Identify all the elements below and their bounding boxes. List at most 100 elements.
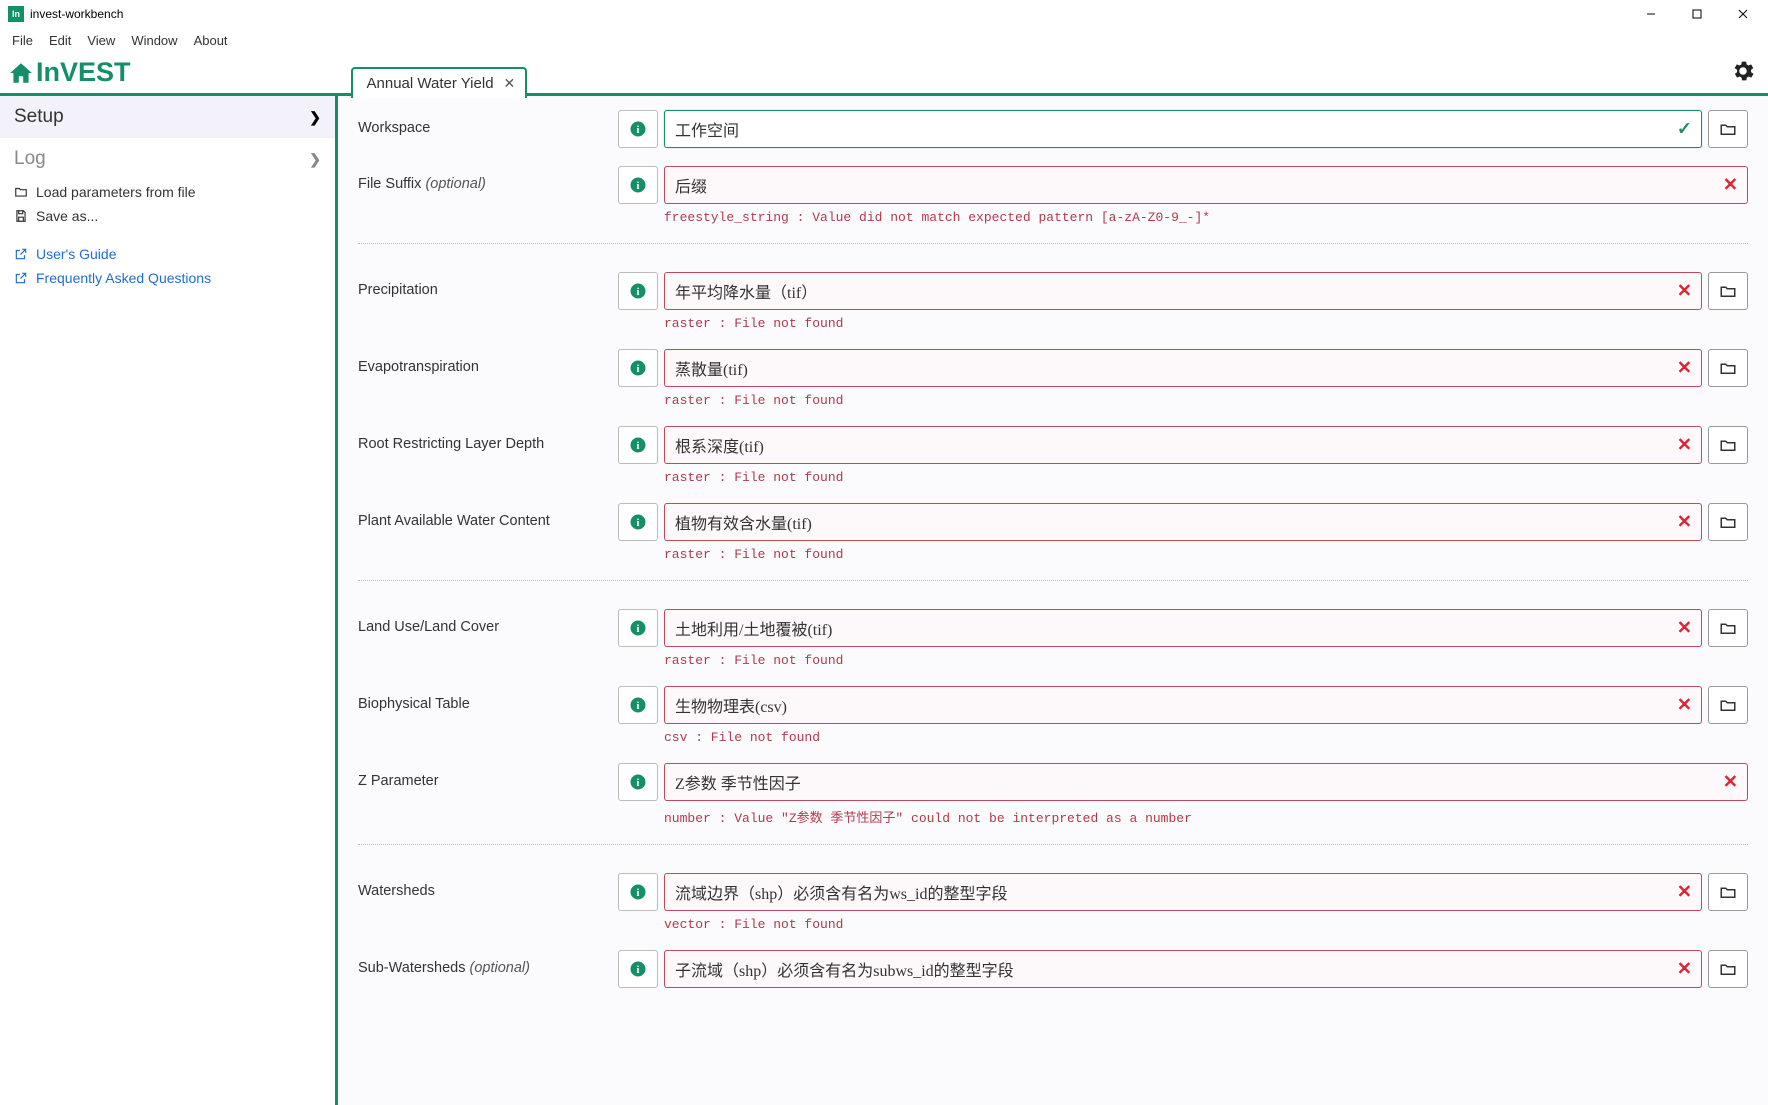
sidebar: Setup ❯ Log ❯ Load parameters from file S… xyxy=(0,96,338,1105)
gear-icon xyxy=(1730,58,1756,84)
sidebar-section-label: Setup xyxy=(14,106,64,128)
info-button[interactable]: i xyxy=(618,503,658,541)
tab-close-icon[interactable]: ✕ xyxy=(504,75,516,92)
info-button[interactable]: i xyxy=(618,272,658,310)
close-button[interactable] xyxy=(1720,0,1766,28)
form-row: Sub-Watersheds (optional)i✕ xyxy=(358,936,1748,992)
sidebar-section-log[interactable]: Log ❯ xyxy=(0,138,335,180)
menubar: FileEditViewWindowAbout xyxy=(0,28,1768,52)
settings-button[interactable] xyxy=(1730,58,1756,87)
sidebar-link-label: Load parameters from file xyxy=(36,184,196,200)
menu-about[interactable]: About xyxy=(186,31,236,50)
text-input[interactable] xyxy=(664,873,1702,911)
field-label: Land Use/Land Cover xyxy=(358,609,618,635)
tab-label: Annual Water Yield xyxy=(367,75,494,92)
field-label: Biophysical Table xyxy=(358,686,618,712)
error-message: raster : File not found xyxy=(664,653,1748,668)
text-input[interactable] xyxy=(664,426,1702,464)
sidebar-link-3[interactable]: Frequently Asked Questions xyxy=(14,270,321,286)
sidebar-link-0[interactable]: Load parameters from file xyxy=(14,184,321,200)
error-message: number : Value "Z参数 季节性因子" could not be … xyxy=(664,807,1748,826)
menu-view[interactable]: View xyxy=(79,31,123,50)
field-label: Precipitation xyxy=(358,272,618,298)
browse-button[interactable] xyxy=(1708,272,1748,310)
browse-button[interactable] xyxy=(1708,609,1748,647)
browse-button[interactable] xyxy=(1708,426,1748,464)
app-icon: In xyxy=(8,6,24,22)
svg-text:i: i xyxy=(637,778,640,789)
chevron-right-icon: ❯ xyxy=(309,109,321,126)
field-label: Workspace xyxy=(358,110,618,136)
info-button[interactable]: i xyxy=(618,166,658,204)
error-message: raster : File not found xyxy=(664,470,1748,485)
error-icon: ✕ xyxy=(1677,959,1692,980)
divider xyxy=(358,243,1748,244)
sidebar-link-label: User's Guide xyxy=(36,246,116,262)
error-message: csv : File not found xyxy=(664,730,1748,745)
menu-edit[interactable]: Edit xyxy=(41,31,79,50)
svg-text:i: i xyxy=(637,181,640,192)
browse-button[interactable] xyxy=(1708,503,1748,541)
info-button[interactable]: i xyxy=(618,609,658,647)
minimize-button[interactable] xyxy=(1628,0,1674,28)
svg-text:i: i xyxy=(637,624,640,635)
info-button[interactable]: i xyxy=(618,110,658,148)
info-button[interactable]: i xyxy=(618,426,658,464)
svg-text:i: i xyxy=(637,441,640,452)
form-row: Evapotranspirationi✕raster : File not fo… xyxy=(358,335,1748,412)
info-button[interactable]: i xyxy=(618,873,658,911)
sidebar-link-1[interactable]: Save as... xyxy=(14,208,321,224)
info-button[interactable]: i xyxy=(618,950,658,988)
text-input[interactable] xyxy=(664,503,1702,541)
error-icon: ✕ xyxy=(1677,618,1692,639)
menu-window[interactable]: Window xyxy=(123,31,185,50)
text-input[interactable] xyxy=(664,686,1702,724)
toolbar: InVEST Annual Water Yield ✕ xyxy=(0,52,1768,96)
maximize-button[interactable] xyxy=(1674,0,1720,28)
sidebar-section-setup[interactable]: Setup ❯ xyxy=(0,96,335,138)
info-button[interactable]: i xyxy=(618,349,658,387)
titlebar: In invest-workbench xyxy=(0,0,1768,28)
info-button[interactable]: i xyxy=(618,763,658,801)
sidebar-link-label: Frequently Asked Questions xyxy=(36,270,211,286)
error-icon: ✕ xyxy=(1677,695,1692,716)
folder-icon xyxy=(14,185,28,199)
form-row: File Suffix (optional)i✕freestyle_string… xyxy=(358,152,1748,229)
svg-text:i: i xyxy=(637,701,640,712)
external-icon xyxy=(14,271,28,285)
svg-text:i: i xyxy=(637,888,640,899)
error-icon: ✕ xyxy=(1723,175,1738,196)
browse-button[interactable] xyxy=(1708,110,1748,148)
form-row: Root Restricting Layer Depthi✕raster : F… xyxy=(358,412,1748,489)
svg-text:i: i xyxy=(637,125,640,136)
error-icon: ✕ xyxy=(1677,435,1692,456)
text-input[interactable] xyxy=(664,349,1702,387)
error-icon: ✕ xyxy=(1677,512,1692,533)
chevron-right-icon: ❯ xyxy=(309,151,321,168)
sidebar-link-2[interactable]: User's Guide xyxy=(14,246,321,262)
text-input[interactable] xyxy=(664,166,1748,204)
browse-button[interactable] xyxy=(1708,873,1748,911)
form-row: Precipitationi✕raster : File not found xyxy=(358,258,1748,335)
info-button[interactable]: i xyxy=(618,686,658,724)
text-input[interactable] xyxy=(664,950,1702,988)
brand-text: InVEST xyxy=(36,57,131,88)
browse-button[interactable] xyxy=(1708,950,1748,988)
tab-annual-water-yield[interactable]: Annual Water Yield ✕ xyxy=(351,67,528,98)
browse-button[interactable] xyxy=(1708,349,1748,387)
error-icon: ✕ xyxy=(1677,281,1692,302)
form-row: Plant Available Water Contenti✕raster : … xyxy=(358,489,1748,566)
text-input[interactable] xyxy=(664,763,1748,801)
text-input[interactable] xyxy=(664,609,1702,647)
field-label: Z Parameter xyxy=(358,763,618,789)
menu-file[interactable]: File xyxy=(4,31,41,50)
error-icon: ✕ xyxy=(1677,882,1692,903)
text-input[interactable] xyxy=(664,110,1702,148)
brand-logo[interactable]: InVEST xyxy=(8,57,131,88)
browse-button[interactable] xyxy=(1708,686,1748,724)
svg-text:i: i xyxy=(637,518,640,529)
divider xyxy=(358,580,1748,581)
form-row: Biophysical Table i ✕ csv : File not found xyxy=(358,672,1748,749)
main-form: Workspacei✓File Suffix (optional)i✕frees… xyxy=(338,96,1768,1105)
text-input[interactable] xyxy=(664,272,1702,310)
